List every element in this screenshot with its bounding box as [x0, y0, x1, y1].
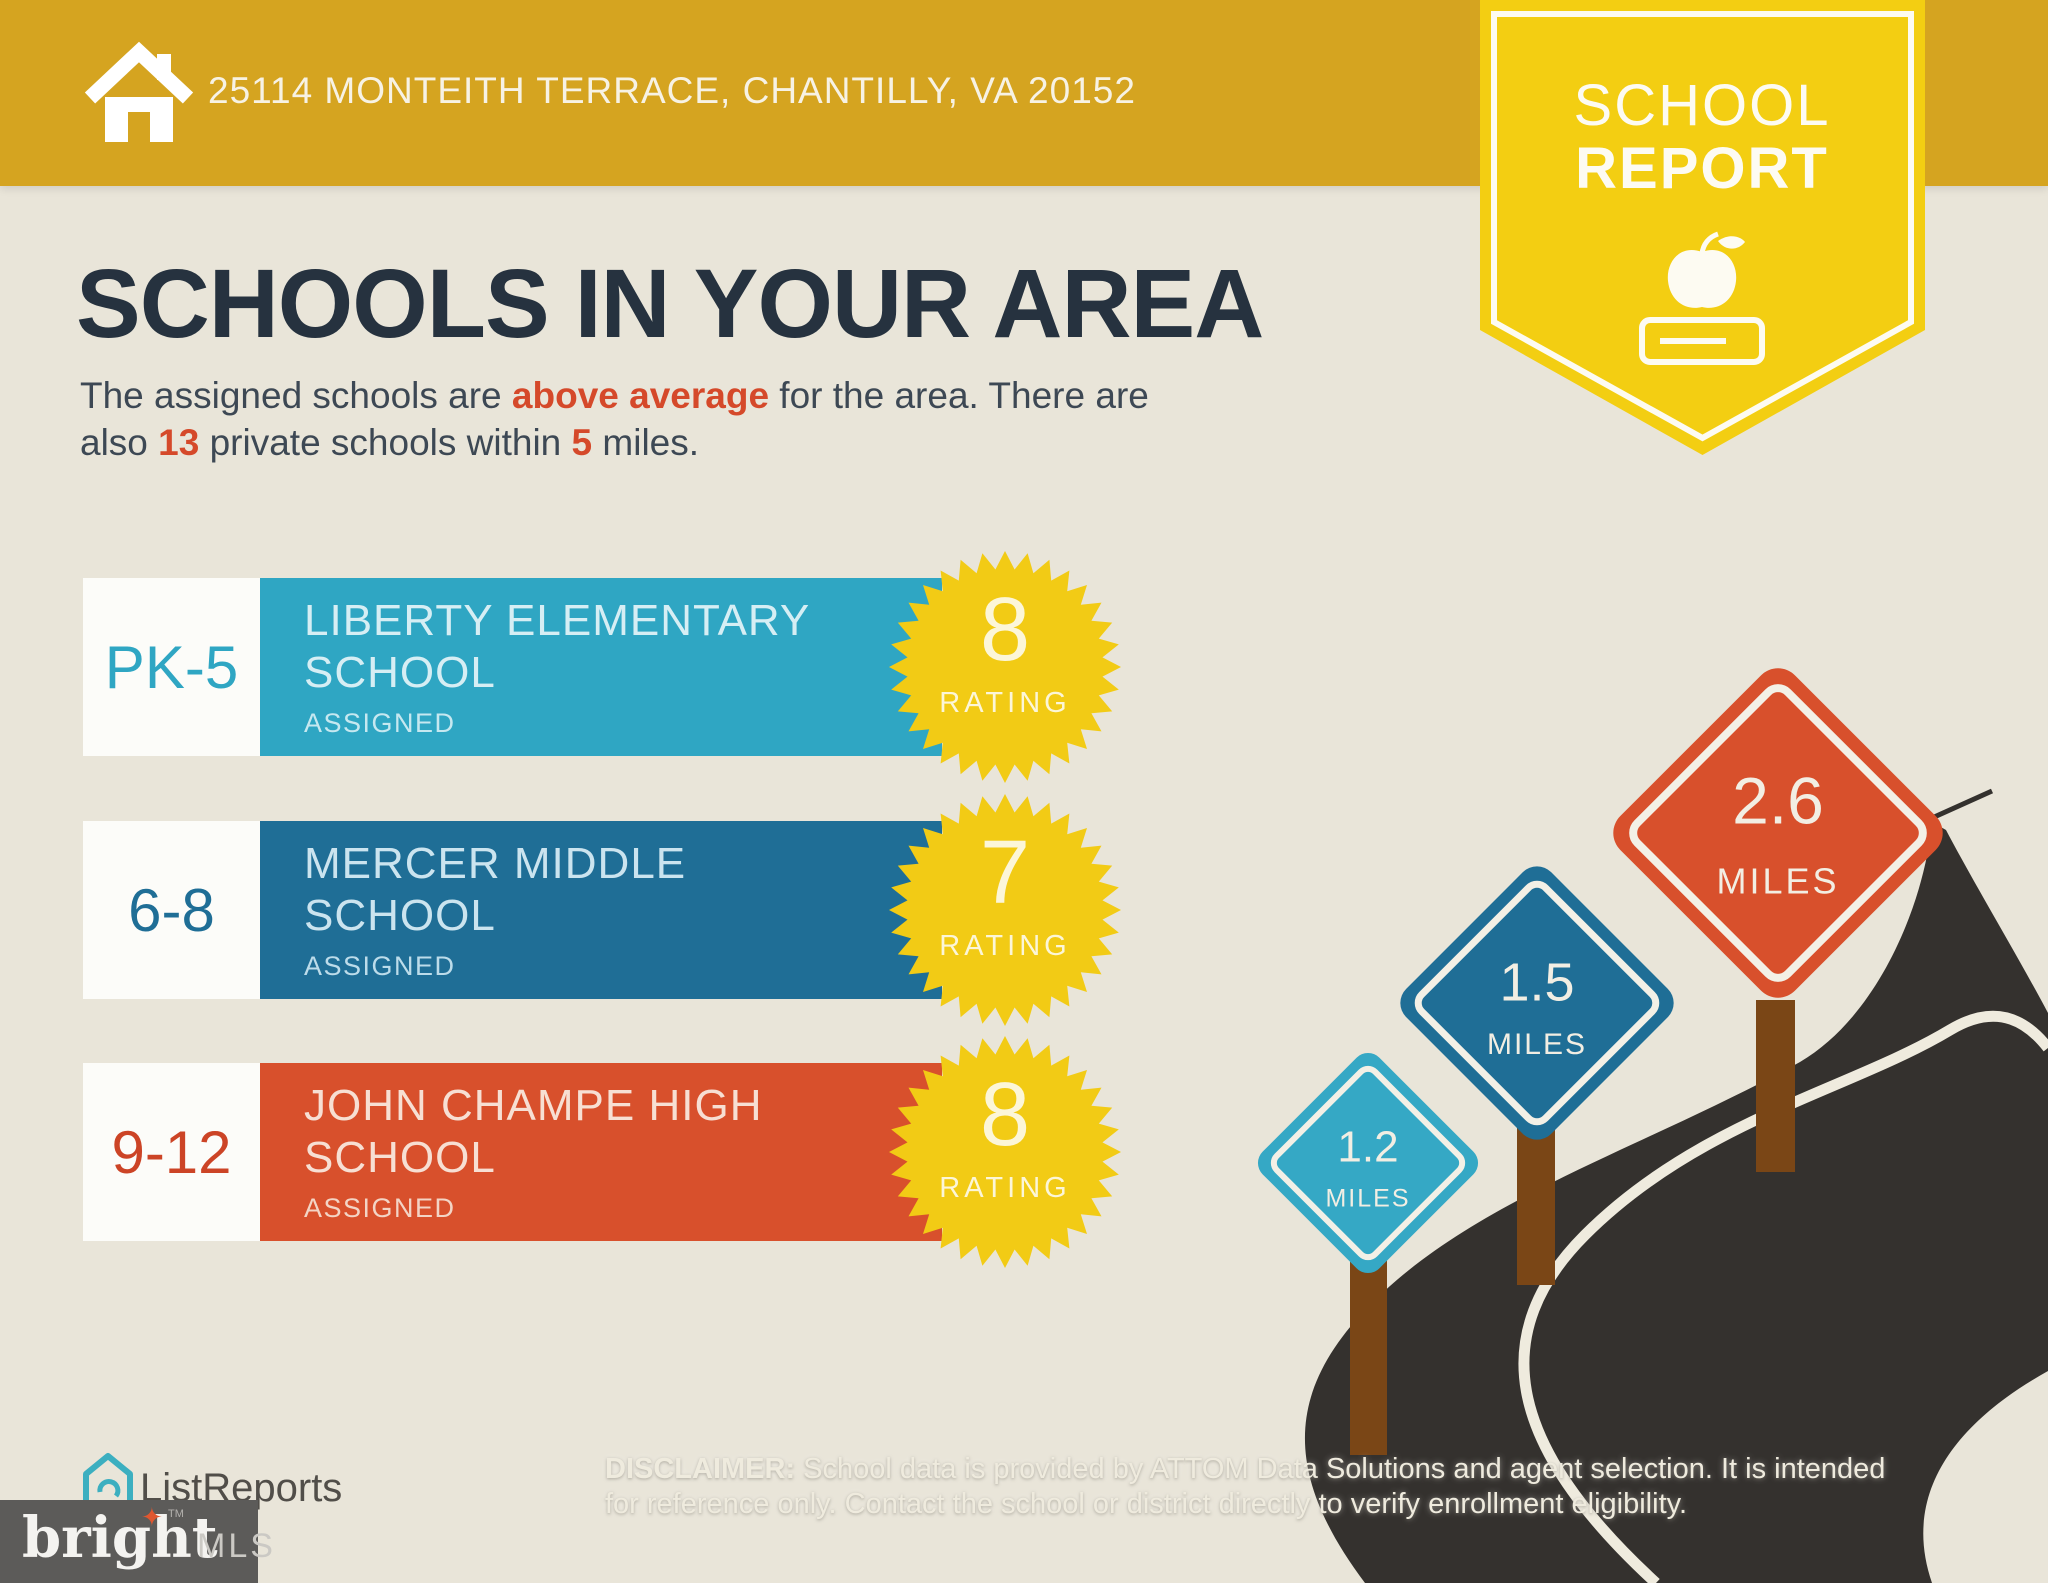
distance-sign-2-6-miles: 2.6 MILES	[1613, 668, 1943, 998]
listreports-house-icon	[83, 1453, 133, 1504]
disclaimer-label: DISCLAIMER:	[605, 1453, 796, 1485]
rating-badge: 8 RATING	[889, 1036, 1121, 1268]
sign-post-3	[1756, 1000, 1795, 1172]
school-row-high: 9-12 JOHN CHAMPE HIGH SCHOOL ASSIGNED 8 …	[0, 1036, 2048, 1268]
sign-distance: 2.6	[1732, 763, 1824, 837]
bright-star-icon: ✦	[141, 1502, 163, 1532]
grade-range: 9-12	[111, 1118, 232, 1186]
school-status: ASSIGNED	[304, 951, 456, 981]
school-name-line1: MERCER MIDDLE	[304, 839, 687, 888]
intro-line-2: also 13 private schools within 5 miles.	[80, 422, 700, 463]
sign-post-1	[1350, 1245, 1387, 1455]
school-report-ribbon: SCHOOL REPORT	[1480, 0, 1925, 455]
starburst-icon	[889, 1036, 1121, 1268]
school-row-elementary: PK-5 LIBERTY ELEMENTARY SCHOOL ASSIGNED …	[0, 551, 2048, 783]
ribbon-shape	[1480, 0, 1925, 455]
sign-unit: MILES	[1487, 1028, 1587, 1061]
rating-value: 8	[979, 580, 1031, 680]
rating-label: RATING	[939, 1172, 1071, 1204]
disclaimer: DISCLAIMER: School data is provided by A…	[605, 1452, 1885, 1522]
sign-unit: MILES	[1325, 1185, 1410, 1213]
highlight-above-average: above average	[511, 375, 770, 416]
road	[1304, 822, 2048, 1583]
highlight-private-school-count: 13	[158, 422, 200, 463]
distance-sign-1-5-miles: 1.5 MILES	[1400, 866, 1674, 1140]
school-name-line1: JOHN CHAMPE HIGH	[304, 1081, 763, 1130]
grade-range: PK-5	[104, 633, 239, 701]
bright-trademark: TM	[168, 1508, 184, 1520]
disclaimer-line-1: DISCLAIMER: School data is provided by A…	[605, 1453, 1886, 1485]
school-name-line2: SCHOOL	[304, 891, 496, 940]
rating-label: RATING	[939, 930, 1071, 962]
school-row-middle: 6-8 MERCER MIDDLE SCHOOL ASSIGNED 7 RATI…	[0, 794, 2048, 1026]
school-name-line1: LIBERTY ELEMENTARY	[304, 596, 811, 645]
grade-range-box: 6-8	[83, 821, 260, 999]
starburst-icon	[889, 794, 1121, 1026]
highlight-radius-miles: 5	[571, 422, 593, 463]
sign-distance: 1.5	[1499, 952, 1574, 1012]
intro-text: The assigned schools are above average f…	[80, 372, 1149, 466]
rating-badge: 8 RATING	[889, 551, 1121, 783]
starburst-icon	[889, 551, 1121, 783]
grade-range-box: 9-12	[83, 1063, 260, 1241]
rating-value: 8	[979, 1065, 1031, 1165]
school-bar: LIBERTY ELEMENTARY SCHOOL ASSIGNED	[260, 578, 942, 756]
school-name-line2: SCHOOL	[304, 648, 496, 697]
sign-unit: MILES	[1716, 861, 1839, 902]
apple-book-icon	[1639, 231, 1765, 365]
ribbon-line1: SCHOOL	[1574, 73, 1831, 138]
grade-range: 6-8	[128, 876, 215, 944]
disclaimer-line-2: for reference only. Contact the school o…	[605, 1488, 1688, 1520]
school-bar: MERCER MIDDLE SCHOOL ASSIGNED	[260, 821, 942, 999]
distance-sign-1-2-miles: 1.2 MILES	[1257, 1052, 1479, 1274]
grade-range-box: PK-5	[83, 578, 260, 756]
mls-wordmark: MLS	[197, 1527, 276, 1565]
bright-wordmark: bright	[22, 1505, 218, 1571]
school-bar: JOHN CHAMPE HIGH SCHOOL ASSIGNED	[260, 1063, 942, 1241]
home-icon	[84, 41, 194, 142]
school-status: ASSIGNED	[304, 708, 456, 738]
page-title: SCHOOLS IN YOUR AREA	[76, 249, 1264, 358]
school-status: ASSIGNED	[304, 1193, 456, 1223]
road-lane-line	[1518, 1010, 2048, 1583]
ribbon-inner-border	[1491, 11, 1914, 442]
ribbon-line2: REPORT	[1575, 136, 1829, 201]
rating-label: RATING	[939, 687, 1071, 719]
rating-value: 7	[979, 823, 1031, 923]
school-name-line2: SCHOOL	[304, 1133, 496, 1182]
intro-line-1: The assigned schools are above average f…	[80, 375, 1149, 416]
sign-distance: 1.2	[1337, 1123, 1398, 1172]
bright-mls-logo	[0, 1500, 258, 1583]
rating-badge: 7 RATING	[889, 794, 1121, 1026]
property-address: 25114 MONTEITH TERRACE, CHANTILLY, VA 20…	[208, 70, 1136, 111]
